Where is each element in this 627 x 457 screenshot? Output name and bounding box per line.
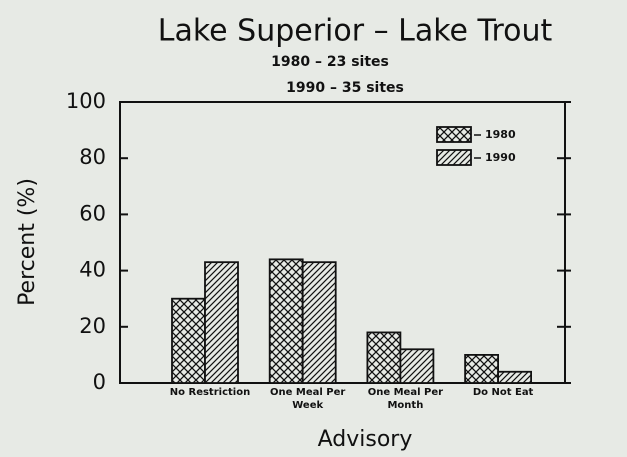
y-tick-label: 40 [79, 258, 106, 282]
bar [268, 258, 304, 384]
legend-label: 1990 [485, 151, 516, 164]
legend-swatch [436, 149, 472, 166]
chart-title: Lake Superior – Lake Trout [158, 14, 553, 49]
bar [301, 261, 337, 384]
y-tick-label: 60 [79, 201, 106, 225]
x-tick-label: One Meal Per Week [270, 387, 346, 411]
x-axis-label: Advisory [318, 427, 413, 452]
bar [204, 261, 239, 384]
bar [366, 331, 402, 384]
x-tick-label: No Restriction [169, 387, 251, 398]
x-tick-label: One Meal Per Month [367, 387, 444, 411]
y-tick-label: 80 [79, 145, 106, 169]
y-axis-label: Percent (%) [15, 178, 40, 306]
legend-swatch [436, 126, 472, 143]
subtitle: 1980 – 23 sites [271, 54, 389, 70]
subtitle: 1990 – 35 sites [286, 80, 404, 96]
x-tick-label: Do Not Eat [472, 387, 534, 398]
bar [497, 370, 533, 384]
bar [464, 353, 500, 384]
bar [171, 297, 206, 384]
y-tick-label: 100 [66, 89, 106, 113]
legend-label: 1980 [485, 128, 516, 141]
bar [399, 348, 435, 384]
plot-frame [119, 101, 566, 384]
y-tick-label: 0 [93, 370, 106, 394]
y-tick-label: 20 [79, 314, 106, 338]
